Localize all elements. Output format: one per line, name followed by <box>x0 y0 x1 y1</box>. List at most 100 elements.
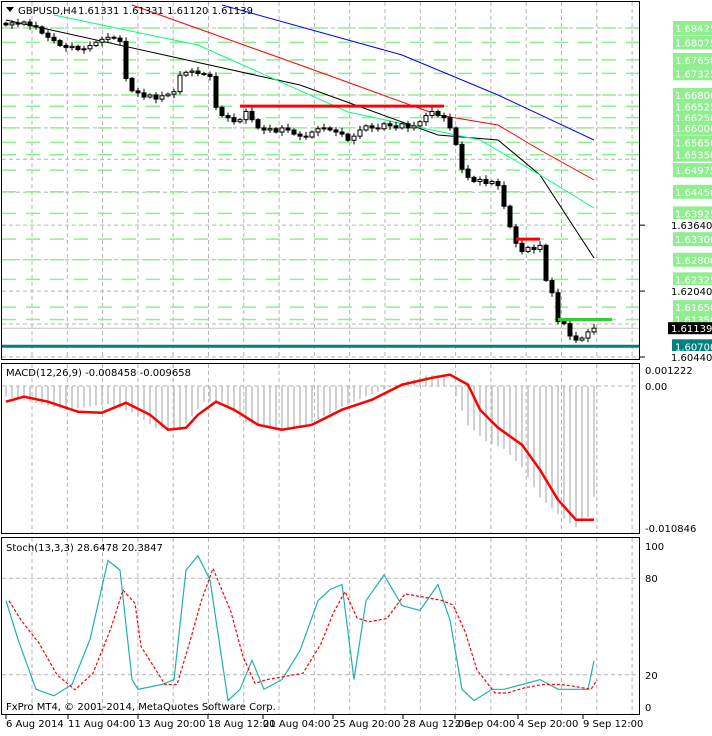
level-label-bg <box>673 21 712 35</box>
candle-bear <box>303 135 309 138</box>
macd-panel <box>5 373 595 528</box>
candle-bear <box>231 117 237 123</box>
candle-bear <box>447 117 453 129</box>
level-label-bg <box>673 87 712 102</box>
axes: 1.68425 1.68075 1.67650 1.67325 1.668001.665… <box>5 21 712 730</box>
level-label: 1.67650 <box>675 56 712 67</box>
candle-bull <box>93 41 99 47</box>
candle-bear <box>129 77 135 92</box>
candle-bear <box>501 185 507 207</box>
moving-average-line <box>221 4 595 141</box>
candle-bull <box>237 119 243 123</box>
candle-bear <box>3 22 9 26</box>
candle-bear <box>339 131 345 135</box>
price-tick-bg <box>668 219 712 232</box>
candle-bear <box>543 244 549 281</box>
candle-bull <box>381 123 387 130</box>
macd-tick: 0.00 <box>645 382 667 393</box>
candle-bull <box>321 127 327 130</box>
candle-bear <box>297 133 303 137</box>
level-label: 1.66000 <box>675 124 712 135</box>
candle-bear <box>495 180 501 187</box>
candle-bull <box>99 38 105 43</box>
dropdown-arrow-icon[interactable] <box>6 7 14 12</box>
level-label-bg <box>673 252 712 267</box>
candle-bear <box>441 115 447 119</box>
candle-bull <box>357 129 363 137</box>
level-label: 1.66800 <box>675 91 712 102</box>
price-tick-bg <box>668 285 712 298</box>
level-label: 1.62325 <box>675 275 712 286</box>
candle-bull <box>81 48 87 51</box>
candle-bear <box>201 73 207 76</box>
level-label: 1.65650 <box>675 138 712 149</box>
candle-bear <box>15 22 21 25</box>
candle-bull <box>363 125 369 131</box>
level-label-bg <box>673 184 712 199</box>
support-label-bg <box>672 339 712 354</box>
candle-bull <box>477 178 483 182</box>
candle-bear <box>555 292 561 323</box>
symbol-label: GBPUSD,H4 <box>18 6 77 17</box>
candle-bull <box>579 337 585 341</box>
candle-bull <box>171 91 177 95</box>
macd-panel-frame <box>1 363 640 534</box>
candle-bear <box>153 94 159 100</box>
candle-bull <box>165 93 171 97</box>
level-label: 1.61650 <box>675 303 712 314</box>
level-label-bg <box>673 52 712 67</box>
candle-bull <box>417 121 423 127</box>
candle-bear <box>141 92 147 98</box>
level-label-bg <box>673 147 712 162</box>
level-label-bg <box>673 99 712 114</box>
candle-bear <box>225 115 231 119</box>
candle-bull <box>423 115 429 123</box>
stoch-tick: 0 <box>645 703 651 714</box>
candle-bear <box>345 133 351 141</box>
candle-bear <box>513 226 519 244</box>
candle-bear <box>195 70 201 75</box>
price-tick-bg <box>668 351 712 364</box>
candle-bull <box>585 331 591 339</box>
candle-bull <box>411 125 417 129</box>
macd-tick: 0.001222 <box>645 366 693 377</box>
stoch-title: Stoch(13,3,3) 28.6478 20.3847 <box>6 543 163 554</box>
level-label: 1.62800 <box>675 256 712 267</box>
main-panel-frame <box>1 1 640 360</box>
candle-bear <box>549 279 555 294</box>
candle-bull <box>189 70 195 73</box>
stoch-signal-line <box>8 566 598 694</box>
candle-bull <box>537 244 543 250</box>
level-label-bg <box>673 206 712 221</box>
time-tick: 25 Aug 20:00 <box>333 719 400 730</box>
time-tick: 18 Aug 12:00 <box>208 719 275 730</box>
candle-bull <box>351 135 357 141</box>
candle-bear <box>117 37 123 42</box>
candle-bear <box>333 129 339 133</box>
level-segments <box>240 104 612 322</box>
bid-label-bg <box>668 322 712 335</box>
level-label-bg <box>673 35 712 50</box>
candle-bear <box>465 168 471 178</box>
price-tick: 1.62040 <box>671 287 712 298</box>
candle-bull <box>183 71 189 76</box>
price-levels <box>2 27 640 348</box>
candle-bull <box>69 45 75 49</box>
candle-bull <box>177 74 183 93</box>
level-label-bg <box>673 163 712 178</box>
candle-bull <box>267 128 273 131</box>
candle-bear <box>249 110 255 121</box>
time-tick: 13 Aug 20:00 <box>138 719 205 730</box>
time-tick: 4 Sep 20:00 <box>518 719 578 730</box>
level-label-bg <box>673 135 712 150</box>
moving-average-line <box>53 14 595 209</box>
level-label: 1.66250 <box>675 114 712 125</box>
stoch-panel-frame <box>1 537 640 715</box>
candle-bear <box>63 45 69 49</box>
candle-bear <box>567 323 573 337</box>
moving-average-line <box>131 4 595 181</box>
candle-bull <box>489 180 495 185</box>
candle-bear <box>285 127 291 131</box>
candle-bull <box>591 327 597 333</box>
